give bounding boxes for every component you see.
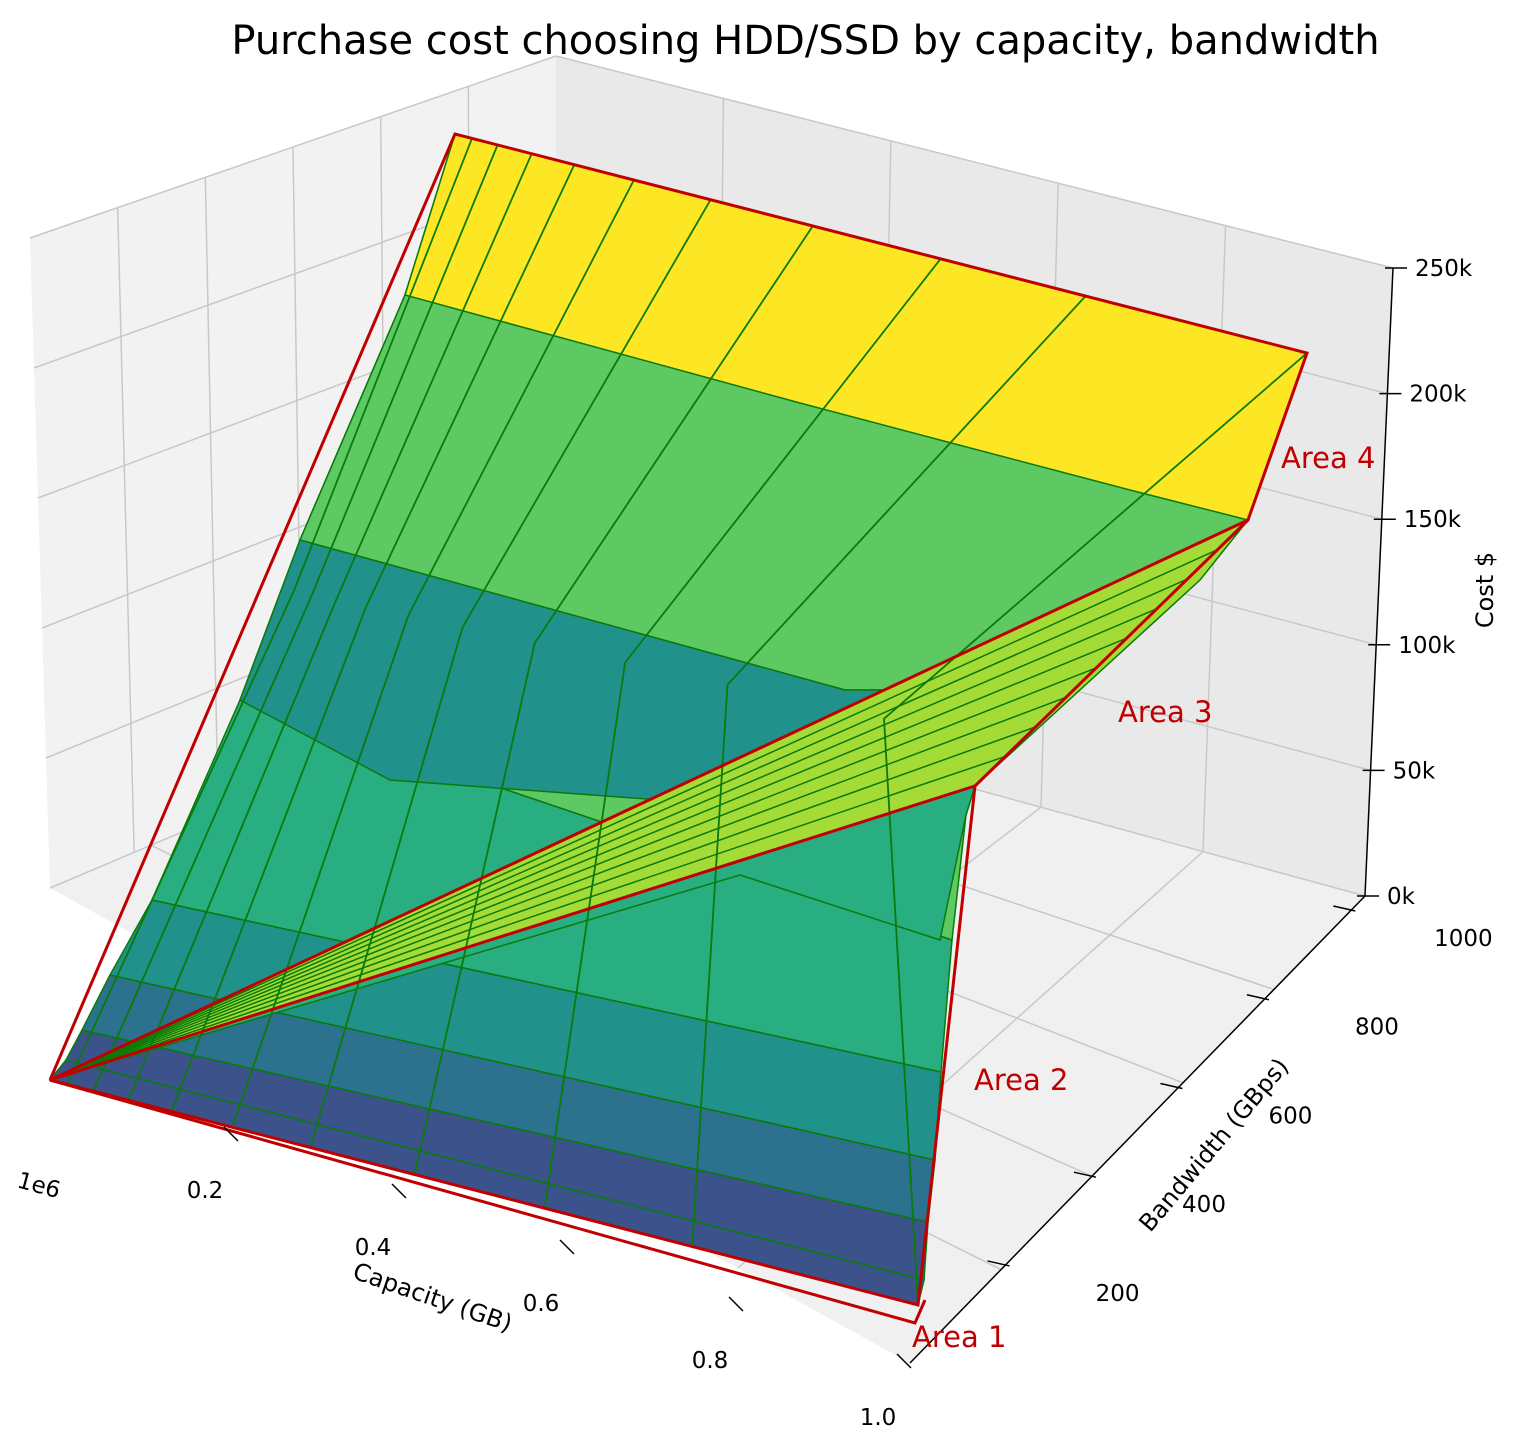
x-tick-label: 0.2 — [187, 1178, 224, 1204]
mesh-line — [543, 258, 942, 1209]
mesh-line — [413, 225, 814, 1175]
x-tick — [728, 1296, 744, 1312]
x-axis-label: Capacity (GB) — [349, 1257, 515, 1338]
mesh-line — [49, 755, 1006, 1081]
y-tick-label: 600 — [1268, 1103, 1312, 1129]
x-tick-label: 0.4 — [355, 1235, 392, 1261]
mesh-line — [49, 696, 1067, 1081]
x-offset-label: 1e6 — [14, 1168, 63, 1204]
grid-line — [204, 177, 220, 817]
x-tick — [391, 1183, 407, 1199]
mesh-line — [49, 607, 1158, 1081]
x-tick — [223, 1126, 239, 1142]
area-outline — [973, 518, 1250, 788]
y-tick-label: 800 — [1355, 1015, 1399, 1041]
y-tick-label: 400 — [1182, 1192, 1226, 1218]
mesh-line — [49, 637, 1127, 1081]
z-tick-label: 200k — [1409, 382, 1467, 408]
mesh-line — [92, 144, 499, 1092]
z-tick-label: 150k — [1404, 507, 1462, 533]
x-tick — [559, 1239, 575, 1255]
mesh-line — [127, 153, 533, 1101]
y-tick — [1333, 905, 1356, 912]
y-tick — [987, 1260, 1010, 1267]
mesh-line — [883, 352, 1308, 1306]
area-label: Area 4 — [1281, 441, 1375, 475]
z-tick-label: 250k — [1415, 256, 1473, 282]
y-tick — [1160, 1082, 1183, 1090]
x-tick-label: 0.8 — [692, 1348, 729, 1374]
x-tick-label: 0.6 — [523, 1291, 560, 1317]
z-tick-label: 0k — [1387, 884, 1416, 910]
area-outline — [48, 132, 1309, 1307]
y-tick-label: 200 — [1096, 1281, 1140, 1307]
area-label: Area 1 — [912, 1320, 1006, 1354]
mesh-line — [49, 667, 1097, 1081]
area-outline — [49, 1078, 927, 1325]
z-tick-label: 100k — [1398, 633, 1456, 659]
z-axis-line — [1364, 267, 1394, 897]
area-label: Area 3 — [1118, 695, 1212, 729]
grid-line — [116, 207, 135, 853]
mesh-line — [691, 295, 1087, 1247]
area-label: Area 2 — [974, 1063, 1068, 1097]
y-tick — [1073, 1171, 1097, 1178]
mesh-line — [66, 138, 473, 1085]
z-tick-label: 50k — [1393, 758, 1436, 784]
z-axis-label: Cost $ — [1471, 552, 1499, 628]
x-tick — [896, 1353, 912, 1369]
area-outlines — [48, 132, 1309, 1325]
y-axis-line — [909, 895, 1366, 1364]
grid-line — [29, 55, 557, 239]
x-tick-label: 1.0 — [860, 1405, 897, 1431]
mesh-line — [231, 179, 635, 1128]
chart-title: Purchase cost choosing HDD/SSD by capaci… — [231, 18, 1380, 64]
mesh-line — [49, 726, 1036, 1081]
grid-line — [555, 55, 1394, 269]
area-labels: Area 1 Area 2 Area 3 Area 4 — [912, 441, 1375, 1354]
mesh-line — [170, 164, 576, 1112]
y-tick — [1246, 994, 1270, 1001]
y-tick-label: 1000 — [1434, 926, 1493, 952]
mesh-line — [49, 548, 1218, 1081]
mesh-line — [49, 578, 1188, 1081]
